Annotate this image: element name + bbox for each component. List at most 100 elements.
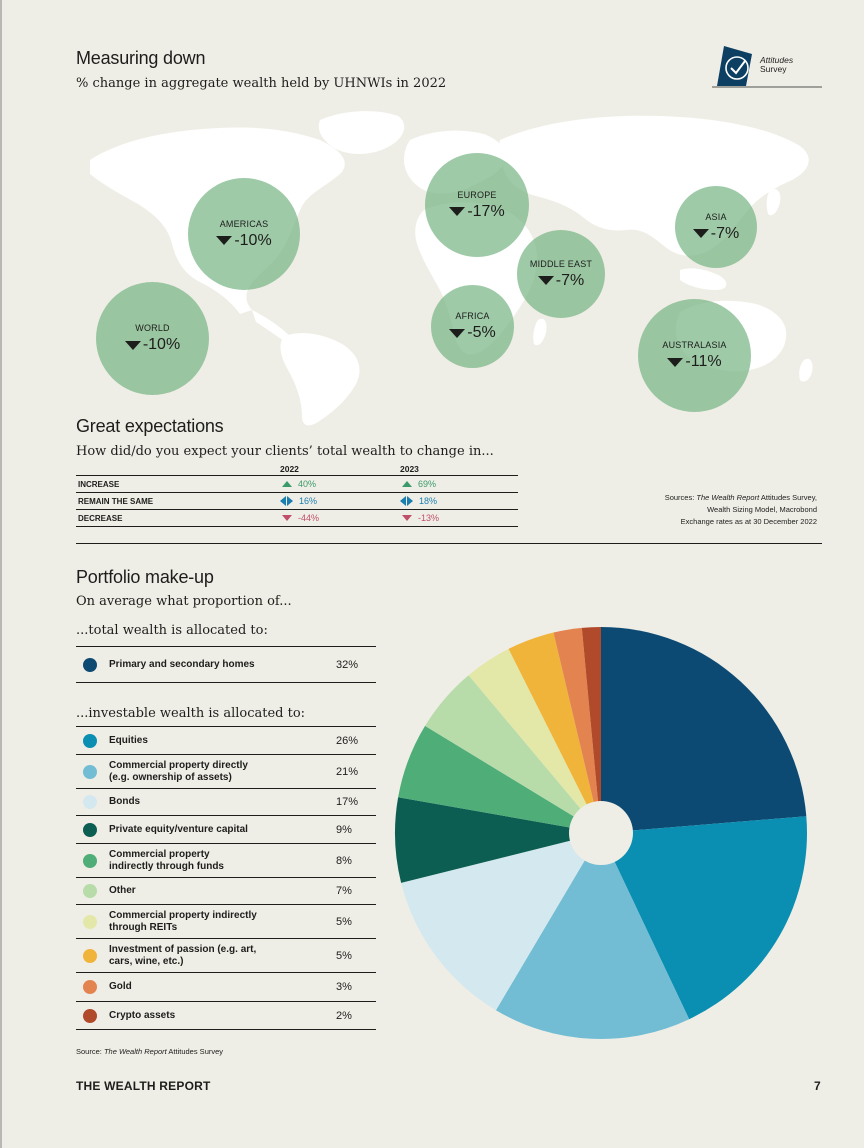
down-arrow-icon: [449, 207, 466, 216]
checkmark-badge-icon: [712, 46, 822, 88]
legend-swatch: [83, 853, 97, 868]
bubble-middle-east: MIDDLE EAST -7%: [517, 230, 605, 318]
pie-slice: [601, 627, 807, 833]
legend-item: Bonds 17%: [76, 789, 376, 816]
footer-title: THE WEALTH REPORT: [76, 1079, 211, 1093]
legend-value: 17%: [336, 796, 359, 808]
investable-wealth-label: ...investable wealth is allocated to:: [76, 706, 306, 721]
sources-italic: The Wealth Report: [696, 493, 760, 502]
legend-label: Commercial property indirectly through fu…: [109, 849, 336, 873]
bubble-africa: AFRICA -5%: [431, 285, 514, 368]
sources-line1: Attitudes Survey,: [759, 493, 817, 502]
legend-swatch: [83, 764, 97, 779]
region-value: -17%: [467, 202, 505, 220]
pie-slice: [468, 648, 601, 833]
down-arrow-icon: [692, 229, 709, 238]
legend-value: 8%: [336, 854, 352, 867]
pie-slice: [601, 816, 807, 1020]
bubble-europe: EUROPE -17%: [425, 153, 529, 257]
legend-label-line2: (e.g. ownership of assets): [109, 771, 232, 783]
down-arrow-icon: [124, 340, 141, 350]
bubble-americas: AMERICAS -10%: [188, 178, 300, 290]
row-label: REMAIN THE SAME: [78, 497, 154, 506]
legend-label-line1: Bonds: [109, 796, 141, 807]
legend-item: Crypto assets 2%: [76, 1002, 376, 1030]
legend-label: Other: [109, 885, 336, 897]
legend-label-line1: Gold: [109, 981, 132, 992]
value-2022: 16%: [299, 496, 318, 506]
map-subtitle: % change in aggregate wealth held by UHN…: [76, 76, 447, 91]
legend-value: 2%: [336, 1009, 352, 1022]
source-rest: Attitudes Survey: [166, 1047, 224, 1056]
legend-swatch: [83, 822, 97, 837]
map-title: Measuring down: [76, 48, 206, 68]
pie-slice: [495, 833, 690, 1039]
up-arrow-icon: [282, 481, 292, 487]
legend-item: Private equity/venture capital 9%: [76, 816, 376, 844]
legend-value: 9%: [336, 823, 352, 836]
legend-value: 26%: [336, 734, 359, 747]
region-name: ASIA: [705, 211, 727, 222]
table-header: 2022 2023: [76, 462, 518, 476]
legend-label-line1: Crypto assets: [109, 1009, 176, 1021]
logo-line1: Attitudes: [760, 55, 794, 65]
legend-item: Other 7%: [76, 878, 376, 905]
legend-value: 7%: [336, 885, 352, 897]
sources-line3: Exchange rates as at 30 December 2022: [680, 517, 817, 526]
down-arrow-icon: [402, 515, 412, 521]
pie-slice: [395, 797, 601, 883]
value-2022: 40%: [298, 479, 317, 489]
table-row: INCREASE 40% 69%: [76, 476, 518, 493]
legend-swatch: [83, 733, 97, 748]
legend-label: Crypto assets: [109, 1010, 336, 1022]
region-name: EUROPE: [457, 189, 497, 200]
attitudes-survey-logo: Attitudes Survey: [712, 44, 822, 88]
region-value: -10%: [142, 336, 181, 353]
row-label: DECREASE: [78, 514, 123, 523]
pie-slice: [425, 675, 601, 833]
legend-item: Investment of passion (e.g. art, cars, wi…: [76, 939, 376, 973]
down-arrow-icon: [667, 357, 684, 367]
bubble-world: WORLD -10%: [96, 282, 209, 395]
legend-label: Bonds: [109, 796, 336, 808]
legend-top-rule-2: [76, 726, 376, 727]
legend-label: Commercial property indirectly through RE…: [109, 910, 336, 934]
expectations-title: Great expectations: [76, 416, 224, 436]
legend-value: 3%: [336, 981, 352, 993]
expectations-subtitle: How did/do you expect your clients’ tota…: [76, 444, 494, 459]
portfolio-source: Source: The Wealth Report Attitudes Surv…: [76, 1047, 223, 1056]
up-arrow-icon: [402, 481, 412, 487]
legend-swatch: [83, 980, 97, 994]
sources-note: Sources: The Wealth Report Attitudes Sur…: [665, 492, 817, 528]
legend-item: Primary and secondary homes 32%: [76, 647, 376, 683]
sources-line2: Wealth Sizing Model, Macrobond: [707, 505, 817, 514]
legend-label: Equities: [109, 735, 336, 747]
legend-value: 21%: [336, 765, 359, 778]
legend-swatch: [83, 948, 97, 963]
region-name: AUSTRALASIA: [662, 340, 727, 350]
legend-label-line1: Commercial property indirectly: [109, 909, 257, 921]
pie-slice: [553, 627, 601, 833]
legend-swatch: [83, 914, 97, 929]
pie-slice: [398, 725, 601, 833]
value-2023: 18%: [419, 496, 438, 506]
region-value: -11%: [685, 353, 722, 370]
legend-label: Primary and secondary homes: [109, 658, 255, 670]
page-edge-rule: [0, 0, 2, 1148]
legend-value: 5%: [336, 915, 352, 928]
region-name: MIDDLE EAST: [529, 258, 593, 269]
legend-item: Commercial property directly (e.g. owners…: [76, 755, 376, 789]
portfolio-title: Portfolio make-up: [76, 567, 214, 587]
legend-label: Private equity/venture capital: [109, 824, 336, 836]
double-arrow-icon: [400, 496, 413, 506]
down-arrow-icon: [216, 236, 233, 245]
down-arrow-icon: [537, 276, 554, 285]
value-2023: 69%: [418, 479, 437, 489]
section-divider: [76, 543, 822, 544]
legend-item: Commercial property indirectly through fu…: [76, 844, 376, 878]
table-row: REMAIN THE SAME 16% 18%: [76, 493, 518, 510]
legend-label-line1: Commercial property directly: [109, 759, 248, 771]
region-name: WORLD: [135, 323, 170, 333]
pie-center-hole: [569, 801, 633, 865]
region-name: AMERICAS: [219, 218, 269, 229]
